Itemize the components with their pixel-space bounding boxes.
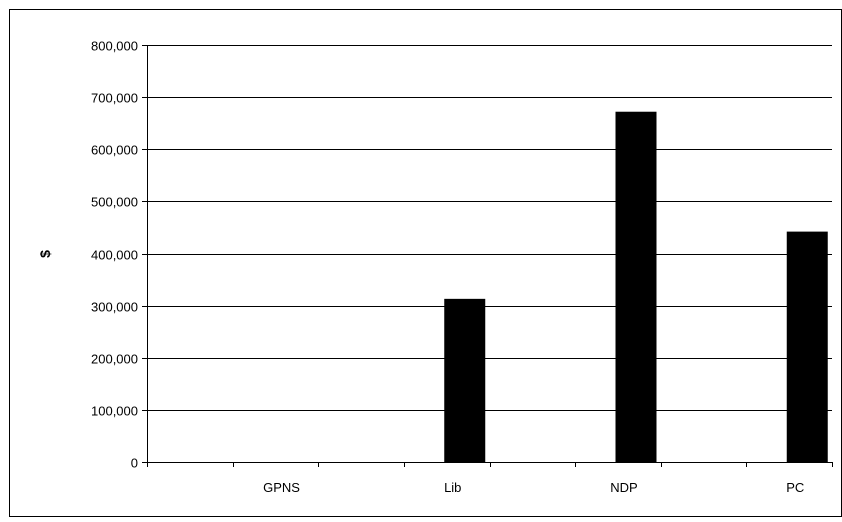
gridlines bbox=[147, 45, 832, 411]
y-tick-label: 500,000 bbox=[91, 195, 138, 210]
x-tick-label: PC bbox=[786, 480, 804, 495]
y-axis-label: $ bbox=[37, 250, 53, 258]
bar-pc bbox=[786, 231, 828, 462]
chart-border bbox=[9, 9, 842, 517]
x-tick-labels: GPNS Lib NDP PC bbox=[263, 480, 804, 495]
bar-lib bbox=[444, 298, 486, 462]
x-tick-label: Lib bbox=[444, 480, 461, 495]
y-tick-label: 600,000 bbox=[91, 143, 138, 158]
bar-ndp bbox=[615, 111, 657, 462]
y-tick-label: 700,000 bbox=[91, 91, 138, 106]
y-tick-label: 300,000 bbox=[91, 300, 138, 315]
y-tick-label: 200,000 bbox=[91, 352, 138, 367]
axes bbox=[142, 45, 833, 467]
x-tick-label: GPNS bbox=[263, 480, 300, 495]
y-tick-label: 400,000 bbox=[91, 248, 138, 263]
y-tick-label: 0 bbox=[131, 456, 138, 471]
bars bbox=[444, 111, 828, 462]
y-tick-label: 800,000 bbox=[91, 39, 138, 54]
x-tick-label: NDP bbox=[610, 480, 637, 495]
y-tick-labels: 0 100,000 200,000 300,000 400,000 500,000 600,… bbox=[91, 39, 138, 471]
y-tick-label: 100,000 bbox=[91, 404, 138, 419]
